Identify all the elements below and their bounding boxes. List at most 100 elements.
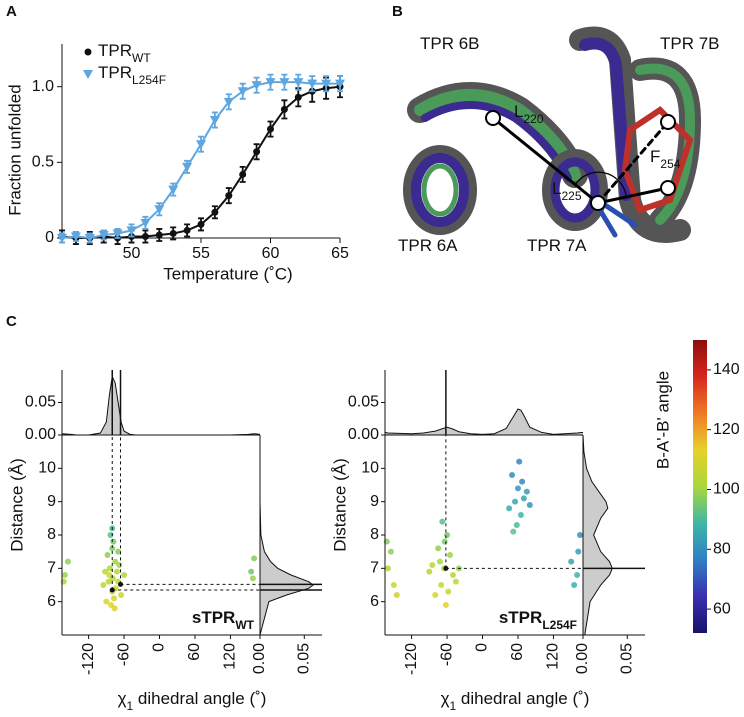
scatter-point — [390, 582, 397, 588]
scatter-point — [112, 558, 119, 565]
scatter-point — [61, 572, 68, 578]
y-tick-label: 0 — [45, 229, 54, 246]
point — [253, 148, 261, 156]
structure-label-part: 254 — [660, 157, 680, 171]
scatter-point — [116, 562, 123, 568]
scatter-point — [510, 528, 517, 535]
y-tick-label: 0.05 — [25, 394, 56, 411]
scatter-point — [577, 532, 584, 538]
point — [57, 234, 67, 243]
scatter-point — [575, 548, 582, 555]
colorbar-tick-label: 80 — [713, 541, 731, 558]
x-axis-label-part: dihedral angle (˚) — [133, 689, 266, 708]
scatter-point — [442, 602, 449, 608]
scatter-point — [574, 572, 581, 578]
y-tick-label: 0.00 — [348, 426, 379, 443]
point — [279, 78, 290, 88]
right-density — [582, 434, 613, 636]
point — [239, 170, 247, 178]
x-tick-label: 0 — [151, 643, 168, 652]
y-tick-label: 0.05 — [348, 394, 379, 411]
scatter-point — [105, 578, 112, 585]
median-point — [118, 581, 124, 587]
x-tick-label: 50 — [123, 245, 141, 262]
x-axis-label-part: dihedral angle (˚) — [456, 689, 589, 708]
scatter-point — [109, 545, 116, 552]
point — [293, 78, 304, 88]
point — [251, 81, 262, 91]
point — [182, 162, 193, 172]
y-tick-label: 10 — [361, 460, 379, 477]
colorbar-tick-label: 60 — [713, 600, 731, 617]
median-point — [443, 565, 449, 571]
point — [265, 78, 276, 88]
protein-structure — [403, 26, 702, 243]
inset-label: sTPRWT — [192, 608, 255, 632]
x-axis-label-part: χ — [441, 689, 450, 708]
x-tick-label: -60 — [438, 643, 455, 666]
colorbar-label: B-A'-B' angle — [653, 371, 672, 469]
x-tick-label: 55 — [192, 245, 210, 262]
scatter-point — [452, 578, 459, 585]
scatter-point — [121, 572, 128, 578]
scatter-point — [113, 568, 120, 575]
inset-label-part: sTPR — [499, 608, 542, 627]
top-density — [61, 374, 261, 436]
x-axis-label: χ1 dihedral angle (˚) — [118, 689, 267, 713]
point — [168, 185, 179, 195]
scatter-point — [111, 595, 118, 602]
panel-label: A — [6, 3, 17, 20]
legend-label-part: TPR — [98, 41, 132, 60]
x-tick-label: 0.00 — [251, 643, 268, 674]
fit-line — [61, 85, 341, 240]
scatter-point — [523, 488, 530, 495]
top-density — [384, 408, 584, 435]
y-tick-label: 7 — [370, 560, 379, 577]
scatter-point — [513, 522, 520, 528]
scatter-point — [115, 548, 122, 555]
scatter-point — [429, 562, 436, 568]
legend-marker — [83, 70, 93, 79]
point — [209, 115, 220, 125]
point — [197, 220, 205, 228]
scatter-point — [444, 532, 451, 538]
x-axis-label: Temperature (˚C) — [163, 264, 292, 283]
scatter-point — [506, 505, 513, 512]
scatter-point — [393, 592, 400, 598]
x-tick-label: 0.05 — [619, 643, 636, 674]
point — [141, 232, 149, 240]
point — [225, 192, 233, 200]
y-axis-label: Distance (Å) — [7, 458, 26, 552]
scatter-point — [109, 575, 116, 582]
point — [155, 231, 163, 239]
x-tick-label: -60 — [115, 643, 132, 666]
x-tick-label: 60 — [509, 643, 526, 661]
x-tick-label: -120 — [403, 643, 420, 675]
y-tick-label: 8 — [47, 526, 56, 543]
point — [321, 79, 332, 89]
point — [70, 232, 81, 242]
point — [169, 229, 177, 237]
point — [140, 218, 151, 228]
point — [223, 97, 234, 107]
scatter-point — [516, 458, 523, 465]
scatter-point — [251, 555, 258, 562]
x-tick-label: 120 — [222, 643, 239, 670]
structure-label: TPR 6A — [398, 236, 458, 255]
median-point — [109, 587, 115, 593]
point — [211, 208, 219, 216]
structure-label: F254 — [650, 147, 681, 171]
panel-label: B — [392, 3, 403, 20]
point — [335, 79, 345, 89]
scatter-point — [519, 478, 526, 485]
x-tick-label: 60 — [262, 245, 280, 262]
scatter-point — [520, 495, 527, 502]
point — [307, 79, 318, 89]
scatter-point — [449, 572, 456, 578]
x-tick-label: 0.05 — [296, 643, 313, 674]
x-tick-label: 0.00 — [574, 643, 591, 674]
point — [98, 230, 109, 240]
scatter-point — [571, 582, 578, 588]
colorbar-tick-label: 140 — [713, 361, 740, 378]
scatter-point — [110, 538, 117, 545]
